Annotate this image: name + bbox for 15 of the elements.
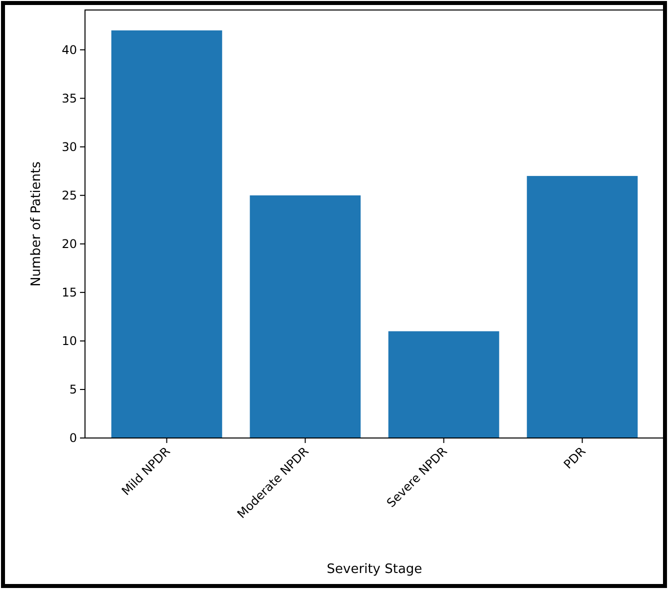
bar [250, 195, 361, 438]
y-tick-label: 20 [62, 237, 77, 252]
x-axis-title: Severity Stage [326, 562, 422, 577]
bar [526, 176, 638, 438]
y-tick-label: 5 [69, 382, 77, 397]
y-tick-label: 25 [62, 188, 77, 203]
y-tick-label: 30 [62, 140, 77, 154]
y-axis-title: Number of Patients [29, 161, 44, 287]
y-tick-label: 35 [62, 92, 77, 106]
bar [388, 331, 500, 438]
bar [111, 30, 222, 438]
y-tick-label: 0 [69, 431, 77, 446]
y-tick-label: 15 [62, 286, 77, 300]
y-tick-label: 10 [62, 334, 77, 348]
y-tick-label: 40 [62, 42, 77, 57]
